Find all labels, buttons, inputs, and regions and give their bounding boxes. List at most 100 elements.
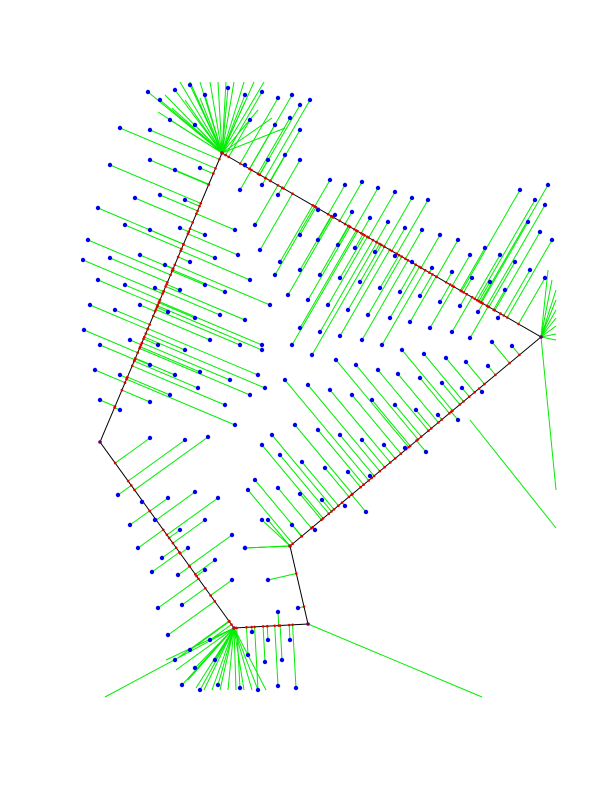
projection-line <box>294 424 353 495</box>
projected-point <box>232 626 236 630</box>
projection-line <box>180 250 251 281</box>
sample-point <box>337 432 343 438</box>
projection-line <box>396 199 429 255</box>
projected-point <box>400 255 404 258</box>
projected-point <box>186 232 190 236</box>
sample-point <box>307 97 313 103</box>
projection-line <box>144 336 266 389</box>
projected-point <box>173 263 177 267</box>
projected-point <box>517 322 520 326</box>
projection-line <box>87 239 171 276</box>
projected-point <box>356 229 359 233</box>
sample-point <box>463 359 469 365</box>
sample-point <box>132 195 138 201</box>
projection-line <box>141 342 231 381</box>
projected-point <box>327 512 331 515</box>
sample-point <box>179 682 185 688</box>
projected-point <box>506 316 509 319</box>
sample-point <box>137 252 143 258</box>
sample-point <box>423 449 429 455</box>
projection-line <box>124 224 182 250</box>
projection-line <box>271 434 335 510</box>
sample-point <box>265 637 271 643</box>
sample-point <box>237 685 243 691</box>
projected-point <box>220 151 224 155</box>
projected-point <box>162 289 165 293</box>
polygon-vertex <box>539 335 543 339</box>
sample-point <box>159 555 165 561</box>
sample-point <box>222 402 228 408</box>
sample-point <box>305 382 311 388</box>
projection-line <box>459 293 468 307</box>
projection-line <box>157 305 263 351</box>
projection-line <box>89 304 148 330</box>
projected-point <box>359 485 362 489</box>
sample-point <box>275 95 281 101</box>
projected-point <box>388 248 392 252</box>
sample-point <box>255 687 261 693</box>
projection-line <box>423 353 464 402</box>
projected-point <box>418 265 421 269</box>
projected-point <box>330 510 333 513</box>
projection-line <box>134 358 151 366</box>
projection-line <box>149 159 209 186</box>
projection-line <box>469 306 489 339</box>
projected-point <box>485 304 489 308</box>
projection-line <box>488 261 516 308</box>
projected-point <box>326 212 330 216</box>
projection-line <box>104 627 235 698</box>
projection-line <box>145 332 186 351</box>
sample-point <box>497 252 503 258</box>
projection-line <box>351 494 367 513</box>
projection-line <box>344 211 353 225</box>
projected-point <box>266 624 269 628</box>
projected-point <box>179 249 182 253</box>
sample-point <box>509 343 515 349</box>
projection-line <box>179 81 223 154</box>
projection-line <box>155 491 196 521</box>
sample-point <box>345 307 351 313</box>
projected-point <box>406 259 410 262</box>
projection-line <box>188 534 233 567</box>
projected-point <box>483 382 486 386</box>
projection-line <box>109 164 201 204</box>
projection-line <box>480 184 549 303</box>
sample-point <box>449 269 455 275</box>
projection-line <box>441 382 461 405</box>
projected-point <box>473 297 477 301</box>
projected-point <box>138 347 141 350</box>
projected-point <box>133 488 136 492</box>
projected-point <box>487 305 491 309</box>
sample-point <box>187 647 193 653</box>
projected-point <box>470 295 474 299</box>
projected-point <box>143 335 146 339</box>
projection-line <box>254 185 279 226</box>
sample-point <box>525 219 531 225</box>
projection-line <box>329 389 391 463</box>
projection-line <box>494 231 541 311</box>
projected-point <box>261 625 265 628</box>
sample-point <box>249 629 255 635</box>
projected-point <box>212 172 215 175</box>
sample-point <box>217 312 223 318</box>
projected-point <box>165 283 168 286</box>
projection-line <box>353 187 379 230</box>
projected-point <box>191 221 194 224</box>
projection-line <box>227 627 235 691</box>
sample-point <box>297 102 303 108</box>
projected-point <box>366 235 369 239</box>
projection-line <box>254 626 259 691</box>
projection-line <box>210 579 233 596</box>
sample-point <box>212 255 218 261</box>
projection-line <box>247 489 294 545</box>
projection-line <box>371 399 411 447</box>
sample-point <box>165 632 171 638</box>
projection-line <box>383 444 396 459</box>
projected-point <box>218 158 221 161</box>
projection-line <box>211 627 235 691</box>
projected-point <box>393 457 397 460</box>
projection-line <box>291 524 302 537</box>
projection-line <box>167 600 216 636</box>
projected-point <box>227 619 231 623</box>
projected-point <box>420 435 423 438</box>
